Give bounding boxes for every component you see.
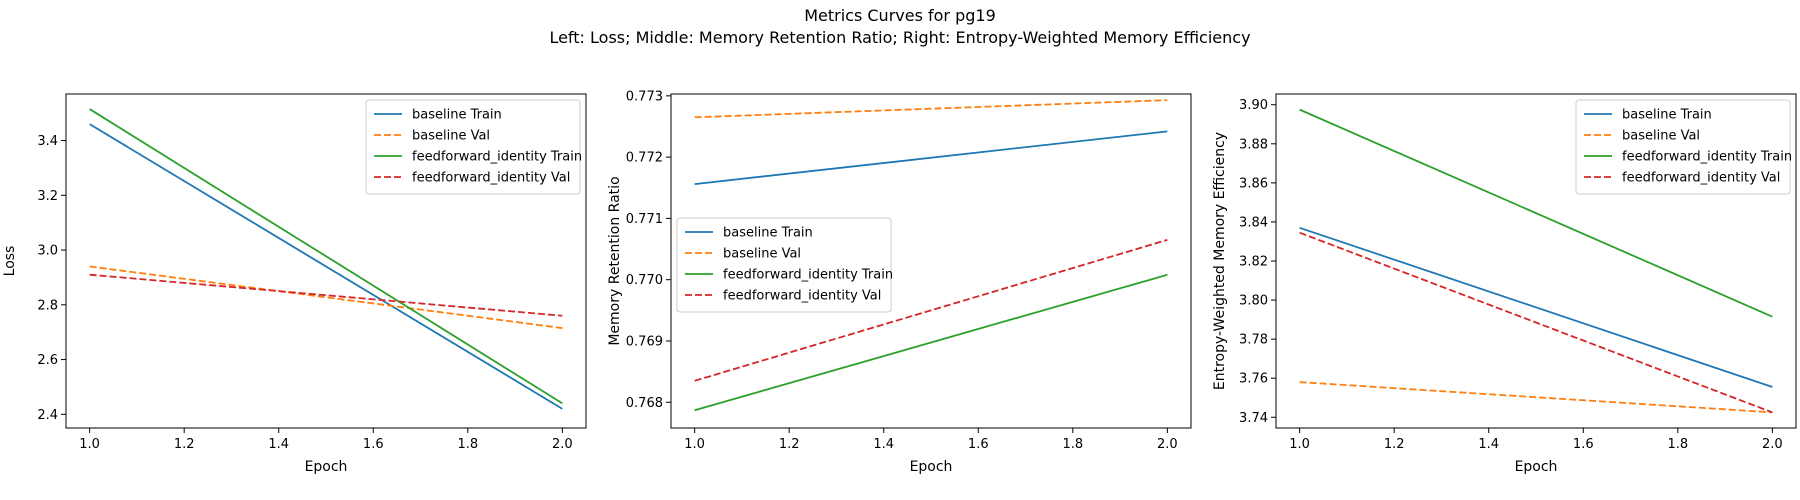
series-line-2 [694,99,1168,119]
series-line-2 [1299,381,1773,414]
y-tick-label: 0.770 [626,273,663,288]
series-line-3 [694,273,1168,412]
y-tick-label: 2.6 [37,353,58,368]
series-line-4 [89,273,563,317]
y-tick-label: 3.2 [37,189,58,204]
x-tick-label: 1.6 [968,437,989,452]
legend-label: baseline Val [723,247,801,262]
x-tick-label: 1.2 [779,437,800,452]
series-line-1 [1299,226,1773,388]
y-tick-label: 0.768 [626,396,663,411]
plot-frame [65,93,587,429]
legend-label: feedforward_identity Val [412,171,570,186]
x-tick-label: 1.8 [1667,437,1688,452]
legend-box [1575,99,1791,195]
y-tick-label: 3.74 [1239,411,1268,426]
legend-label: feedforward_identity Val [723,289,881,304]
y-tick-label: 3.88 [1239,137,1268,152]
x-tick-label: 1.0 [1289,437,1310,452]
series-line-3 [1299,108,1773,318]
series-line-4 [694,238,1168,382]
y-tick-label: 3.86 [1239,176,1268,191]
legend: baseline Train baseline Val feedforward_id… [676,217,893,313]
x-tick-label: 2.0 [1762,437,1783,452]
y-tick-label: 3.84 [1239,215,1268,230]
x-tick-label: 1.2 [174,437,195,452]
legend-box [365,99,581,195]
x-tick-label: 1.2 [1384,437,1405,452]
legend-label: baseline Train [723,226,813,241]
legend-label: feedforward_identity Train [412,150,582,165]
legend-label: baseline Train [1622,108,1712,123]
plot-frame [670,93,1192,429]
x-tick-label: 1.4 [1478,437,1499,452]
x-tick-label: 1.6 [1573,437,1594,452]
legend-label: feedforward_identity Train [1622,150,1792,165]
y-tick-label: 0.773 [626,89,663,104]
series-line-3 [89,108,563,405]
x-axis-label: Epoch [1515,459,1558,475]
y-tick-label: 3.4 [37,134,58,149]
y-tick-label: 2.8 [37,298,58,313]
x-tick-label: 1.8 [1062,437,1083,452]
y-tick-label: 3.0 [37,244,58,259]
x-tick-label: 1.0 [684,437,705,452]
x-tick-label: 1.0 [79,437,100,452]
y-tick-label: 3.76 [1239,372,1268,387]
legend-label: feedforward_identity Train [723,268,893,283]
x-axis-label: Epoch [305,459,348,475]
y-tick-label: 3.90 [1239,98,1268,113]
legend: baseline Train baseline Val feedforward_id… [1575,99,1792,195]
series-line-1 [694,130,1168,185]
legend-label: feedforward_identity Val [1622,171,1780,186]
chart-panel-2: 1.0 1.2 1.4 1.6 1.8 2.0 0.768 0.769 0.770 0.771 0.… [607,89,1192,475]
y-tick-label: 2.4 [37,408,58,423]
y-tick-label: 0.769 [626,334,663,349]
x-tick-label: 2.0 [1157,437,1178,452]
legend-box [676,217,892,313]
x-axis-label: Epoch [910,459,953,475]
chart-panel-3: 1.0 1.2 1.4 1.6 1.8 2.0 3.74 3.76 3.78 3.80 3.82 3.… [1212,93,1797,475]
y-axis-label: Loss [2,246,18,277]
chart-panel-1: 1.0 1.2 1.4 1.6 1.8 2.0 2.4 2.6 2.8 3.0 3.2 3.4 Epoc… [2,93,587,475]
y-tick-label: 3.80 [1239,294,1268,309]
x-tick-label: 1.4 [873,437,894,452]
legend-label: baseline Val [1622,129,1700,144]
y-tick-label: 3.82 [1239,255,1268,270]
legend: baseline Train baseline Val feedforward_id… [365,99,582,195]
y-axis-label: Entropy-Weighted Memory Efficiency [1212,132,1228,390]
legend-label: baseline Val [412,129,490,144]
series-line-4 [1299,231,1773,414]
legend-label: baseline Train [412,108,502,123]
y-tick-label: 0.772 [626,151,663,166]
figure-title: Metrics Curves for pg19 [804,6,996,25]
x-tick-label: 1.6 [363,437,384,452]
y-tick-label: 0.771 [626,212,663,227]
x-tick-label: 1.8 [457,437,478,452]
x-tick-label: 2.0 [552,437,573,452]
x-tick-label: 1.4 [268,437,289,452]
series-line-1 [89,123,563,410]
figure-subtitle: Left: Loss; Middle: Memory Retention Rat… [549,28,1251,47]
y-axis-label: Memory Retention Ratio [607,176,623,345]
y-tick-label: 3.78 [1239,333,1268,348]
series-line-2 [89,265,563,329]
